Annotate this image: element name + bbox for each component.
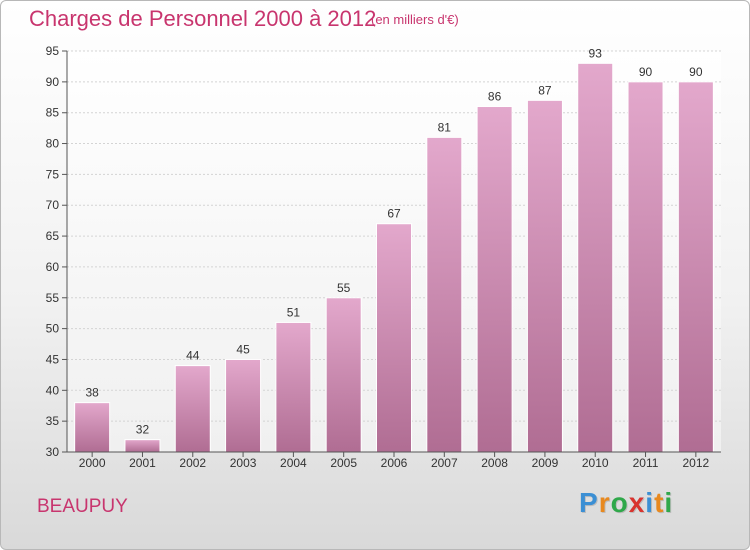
bar-2003 — [225, 358, 262, 453]
bar-2000 — [74, 402, 111, 453]
x-tick-label: 2011 — [633, 456, 659, 470]
bar-value-label: 38 — [85, 386, 99, 400]
x-tick-label: 2005 — [330, 456, 357, 470]
proxiti-logo[interactable]: Proxiti — [579, 487, 673, 519]
bar-2010 — [577, 62, 614, 453]
bar-value-label: 87 — [538, 83, 552, 97]
bar-2002 — [174, 365, 211, 453]
y-tick-label: 65 — [46, 229, 60, 243]
x-tick-label: 2006 — [381, 456, 408, 470]
y-tick-label: 30 — [46, 445, 60, 459]
bar-2008 — [476, 106, 513, 453]
logo-letter: r — [598, 487, 611, 518]
bar-2006 — [376, 223, 412, 453]
bar-value-label: 86 — [488, 90, 502, 104]
y-tick-label: 45 — [46, 352, 60, 366]
bar-2005 — [325, 297, 362, 453]
y-tick-label: 60 — [46, 260, 60, 274]
bar-value-label: 55 — [337, 281, 351, 295]
chart-subtitle: (en milliers d'€) — [371, 12, 459, 27]
bar-value-label: 90 — [689, 65, 703, 79]
bar-layer — [74, 62, 714, 453]
bar-value-label: 44 — [186, 349, 200, 363]
bar-2001 — [124, 439, 161, 453]
bar-2009 — [526, 99, 563, 453]
logo-letter: i — [645, 487, 655, 518]
bar-value-label: 51 — [287, 305, 301, 319]
logo-letter: t — [654, 487, 665, 518]
x-tick-label: 2003 — [230, 456, 257, 470]
commune-name: BEAUPUY — [37, 496, 128, 517]
y-tick-label: 70 — [46, 198, 60, 212]
bar-value-label: 45 — [236, 342, 250, 356]
x-tick-label: 2000 — [79, 456, 106, 470]
bar-2012 — [677, 81, 714, 453]
x-tick-label: 2007 — [431, 456, 458, 470]
bar-value-label: 90 — [639, 65, 653, 79]
logo-letter: P — [579, 487, 599, 518]
y-tick-label: 85 — [46, 106, 60, 120]
x-tick-label: 2009 — [532, 456, 559, 470]
x-tick-label: 2002 — [179, 456, 206, 470]
logo-letter: o — [610, 487, 629, 518]
y-tick-label: 75 — [46, 167, 60, 181]
y-tick-label: 50 — [46, 322, 60, 336]
y-tick-label: 40 — [46, 383, 60, 397]
logo-letter: x — [628, 487, 646, 518]
bar-2011 — [627, 81, 664, 453]
x-tick-label: 2008 — [481, 456, 508, 470]
y-tick-label: 35 — [46, 414, 60, 428]
x-tick-label: 2004 — [280, 456, 307, 470]
bar-value-label: 32 — [136, 423, 150, 437]
y-tick-label: 95 — [46, 44, 60, 58]
x-tick-label: 2010 — [582, 456, 609, 470]
logo-letter: i — [664, 487, 674, 518]
y-tick-label: 55 — [46, 291, 60, 305]
label-layer: 38 32 44 45 51 55 67 81 86 87 93 90 90 — [85, 46, 702, 436]
x-tick-label: 2012 — [682, 456, 709, 470]
bar-value-label: 93 — [589, 46, 603, 60]
bar-value-label: 81 — [438, 120, 452, 134]
chart-title: Charges de Personnel 2000 à 2012 — [29, 6, 377, 31]
y-tick-label: 90 — [46, 75, 60, 89]
bar-value-label: 67 — [387, 207, 401, 221]
y-tick-label: 80 — [46, 137, 60, 151]
bar-2004 — [275, 321, 312, 453]
bar-2007 — [426, 136, 463, 453]
axis-layer: 30 35 40 45 50 55 60 65 70 75 80 85 90 95 2000 2001 2002… — [46, 44, 721, 470]
x-tick-label: 2001 — [129, 456, 156, 470]
